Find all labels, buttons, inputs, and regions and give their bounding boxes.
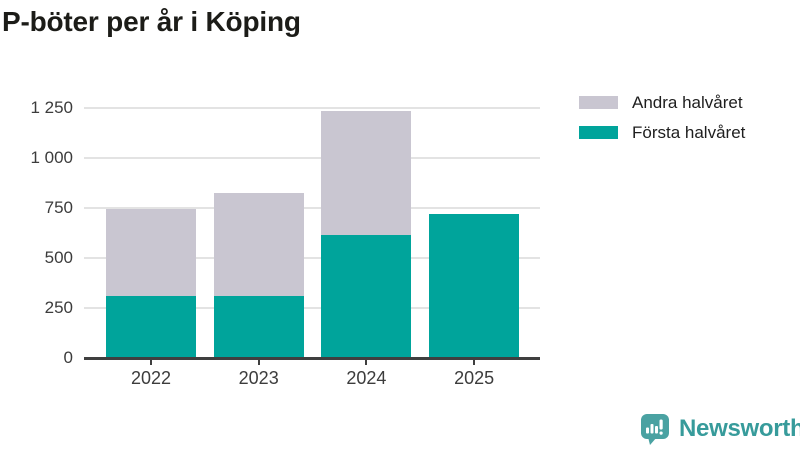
legend-swatch-forsta bbox=[579, 126, 618, 139]
x-axis-tick bbox=[150, 358, 152, 365]
legend-item-forsta-halvaret: Första halvåret bbox=[579, 124, 745, 141]
chart-title: P-böter per år i Köping bbox=[2, 6, 301, 37]
y-tick-label: 750 bbox=[44, 198, 73, 217]
x-tick-label: 2023 bbox=[238, 368, 279, 388]
legend-label: Andra halvåret bbox=[632, 93, 743, 112]
gridline bbox=[84, 207, 540, 209]
bar-segment bbox=[213, 296, 304, 358]
x-tick-label: 2024 bbox=[346, 368, 387, 388]
bar-segment bbox=[106, 296, 196, 358]
newsworthy-logo-text: Newsworthy bbox=[679, 415, 800, 442]
bar-segment bbox=[213, 193, 304, 296]
x-axis-line bbox=[84, 357, 540, 360]
bar-segment bbox=[321, 111, 412, 235]
legend: Andra halvåret Första halvåret bbox=[579, 94, 745, 141]
y-tick-label: 250 bbox=[44, 298, 73, 317]
gridline bbox=[84, 107, 540, 109]
newsworthy-logo: Newsworthy bbox=[640, 413, 800, 445]
y-tick-label: 500 bbox=[44, 248, 73, 267]
y-tick-label: 1 000 bbox=[30, 148, 73, 167]
legend-label: Första halvåret bbox=[632, 123, 746, 142]
bar-segment bbox=[321, 235, 412, 358]
x-axis-tick bbox=[365, 358, 368, 365]
gridline bbox=[84, 157, 540, 159]
bar-segment bbox=[106, 209, 196, 296]
legend-item-andra-halvaret: Andra halvåret bbox=[579, 94, 745, 111]
gridline bbox=[84, 307, 540, 309]
x-tick-label: 2025 bbox=[454, 368, 495, 388]
plot-area: 2022 2023 2024 2025 bbox=[84, 107, 540, 388]
y-tick-label: 0 bbox=[63, 348, 73, 367]
bar-segment bbox=[429, 214, 520, 358]
gridline bbox=[84, 257, 540, 259]
y-tick-label: 1 250 bbox=[30, 98, 73, 117]
x-axis-tick bbox=[473, 358, 476, 365]
x-tick-label: 2022 bbox=[130, 368, 172, 388]
newsworthy-logo-icon bbox=[640, 413, 670, 445]
legend-swatch-andra bbox=[579, 96, 618, 109]
x-axis-tick bbox=[257, 358, 260, 365]
